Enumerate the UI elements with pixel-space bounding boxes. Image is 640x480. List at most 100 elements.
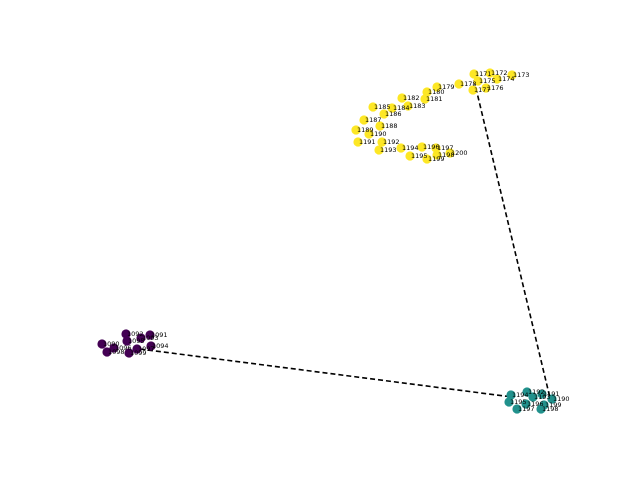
data-point-2-22 (374, 145, 384, 155)
data-point-2-20 (353, 137, 363, 147)
point-label-2-18: 1189 (357, 126, 374, 134)
cluster-edge-1 (473, 79, 551, 399)
point-label-2-13: 1184 (393, 104, 410, 112)
point-label-1-7: 1197 (518, 405, 535, 413)
data-point-2-13 (387, 103, 397, 113)
data-point-1-6 (521, 399, 531, 409)
point-label-2-9: 1180 (428, 88, 445, 96)
data-point-2-10 (397, 93, 407, 103)
point-label-0-6: 1096 (115, 344, 132, 352)
point-label-2-5: 1178 (460, 80, 477, 88)
point-label-1-4: 1190 (553, 395, 570, 403)
point-label-0-1: 1091 (151, 331, 168, 339)
data-point-2-28 (432, 150, 442, 160)
data-point-2-23 (396, 143, 406, 153)
data-point-2-1 (485, 68, 495, 78)
cluster-edge-0 (139, 348, 513, 398)
data-point-2-2 (507, 70, 517, 80)
point-label-2-19: 1190 (370, 130, 387, 138)
point-label-1-6: 1196 (527, 400, 544, 408)
point-label-2-27: 1195 (411, 152, 428, 160)
data-point-2-24 (417, 142, 427, 152)
data-point-0-8 (102, 347, 112, 357)
point-label-2-0: 1171 (475, 70, 492, 78)
data-point-2-9 (422, 87, 432, 97)
point-label-1-3: 1193 (534, 393, 551, 401)
data-point-1-1 (537, 389, 547, 399)
data-point-2-21 (377, 137, 387, 147)
point-label-2-25: 1197 (437, 144, 454, 152)
point-label-1-1: 1191 (543, 390, 560, 398)
point-label-2-20: 1191 (359, 138, 376, 146)
point-label-2-23: 1194 (402, 144, 419, 152)
data-point-0-1 (145, 330, 155, 340)
data-point-2-16 (359, 115, 369, 125)
point-label-2-11: 1181 (426, 95, 443, 103)
data-point-2-6 (432, 82, 442, 92)
point-label-2-15: 1186 (385, 110, 402, 118)
point-label-2-28: 1198 (438, 151, 455, 159)
point-label-0-4: 1090 (103, 340, 120, 348)
point-label-1-2: 1194 (512, 391, 529, 399)
data-point-0-5 (146, 341, 156, 351)
point-label-2-8: 1177 (474, 86, 491, 94)
data-point-1-5 (504, 397, 514, 407)
point-label-1-9: 1198 (542, 405, 559, 413)
point-label-0-5: 1094 (152, 342, 169, 350)
data-point-2-11 (420, 94, 430, 104)
data-point-2-26 (445, 148, 455, 158)
point-label-2-26: 1200 (451, 149, 468, 157)
data-point-2-3 (492, 74, 502, 84)
point-label-2-6: 1179 (438, 83, 455, 91)
data-point-2-12 (368, 102, 378, 112)
data-point-2-25 (431, 143, 441, 153)
data-point-0-6 (109, 343, 119, 353)
data-point-2-7 (481, 83, 491, 93)
data-point-0-7 (132, 344, 142, 354)
data-point-0-2 (136, 333, 146, 343)
data-point-1-4 (547, 394, 557, 404)
point-label-2-16: 1187 (365, 116, 382, 124)
point-label-2-21: 1192 (383, 138, 400, 146)
point-label-0-3: 1095 (128, 337, 145, 345)
point-label-2-2: 1173 (513, 71, 530, 79)
point-label-0-8: 1098 (108, 348, 125, 356)
point-label-2-24: 1196 (423, 143, 440, 151)
data-point-1-3 (528, 392, 538, 402)
points-layer (97, 68, 557, 414)
data-point-2-5 (454, 79, 464, 89)
data-point-0-3 (122, 336, 132, 346)
data-point-1-2 (506, 390, 516, 400)
data-point-2-18 (351, 125, 361, 135)
data-point-2-0 (469, 69, 479, 79)
data-point-2-15 (379, 109, 389, 119)
point-label-1-8: 1199 (545, 401, 562, 409)
data-point-1-9 (536, 404, 546, 414)
data-point-2-14 (403, 101, 413, 111)
data-point-2-17 (375, 121, 385, 131)
edges-layer (139, 79, 551, 399)
point-label-0-9: 1099 (130, 349, 147, 357)
point-label-1-5: 1195 (510, 398, 527, 406)
point-label-2-12: 1185 (374, 103, 391, 111)
point-label-2-1: 1172 (491, 69, 508, 77)
point-label-0-2: 1093 (142, 334, 159, 342)
point-label-2-3: 1174 (498, 75, 515, 83)
data-point-1-7 (512, 404, 522, 414)
data-point-0-0 (121, 329, 131, 339)
point-label-2-10: 1182 (403, 94, 420, 102)
point-label-0-0: 1092 (127, 330, 144, 338)
point-label-2-17: 1188 (381, 122, 398, 130)
data-point-2-27 (405, 151, 415, 161)
data-point-2-29 (422, 154, 432, 164)
point-label-0-7: 1097 (138, 345, 155, 353)
point-label-2-22: 1193 (380, 146, 397, 154)
data-point-0-9 (124, 348, 134, 358)
point-label-2-7: 1176 (487, 84, 504, 92)
data-point-2-19 (364, 129, 374, 139)
data-point-2-8 (468, 85, 478, 95)
point-label-1-0: 1192 (528, 388, 545, 396)
point-label-2-29: 1199 (428, 155, 445, 163)
